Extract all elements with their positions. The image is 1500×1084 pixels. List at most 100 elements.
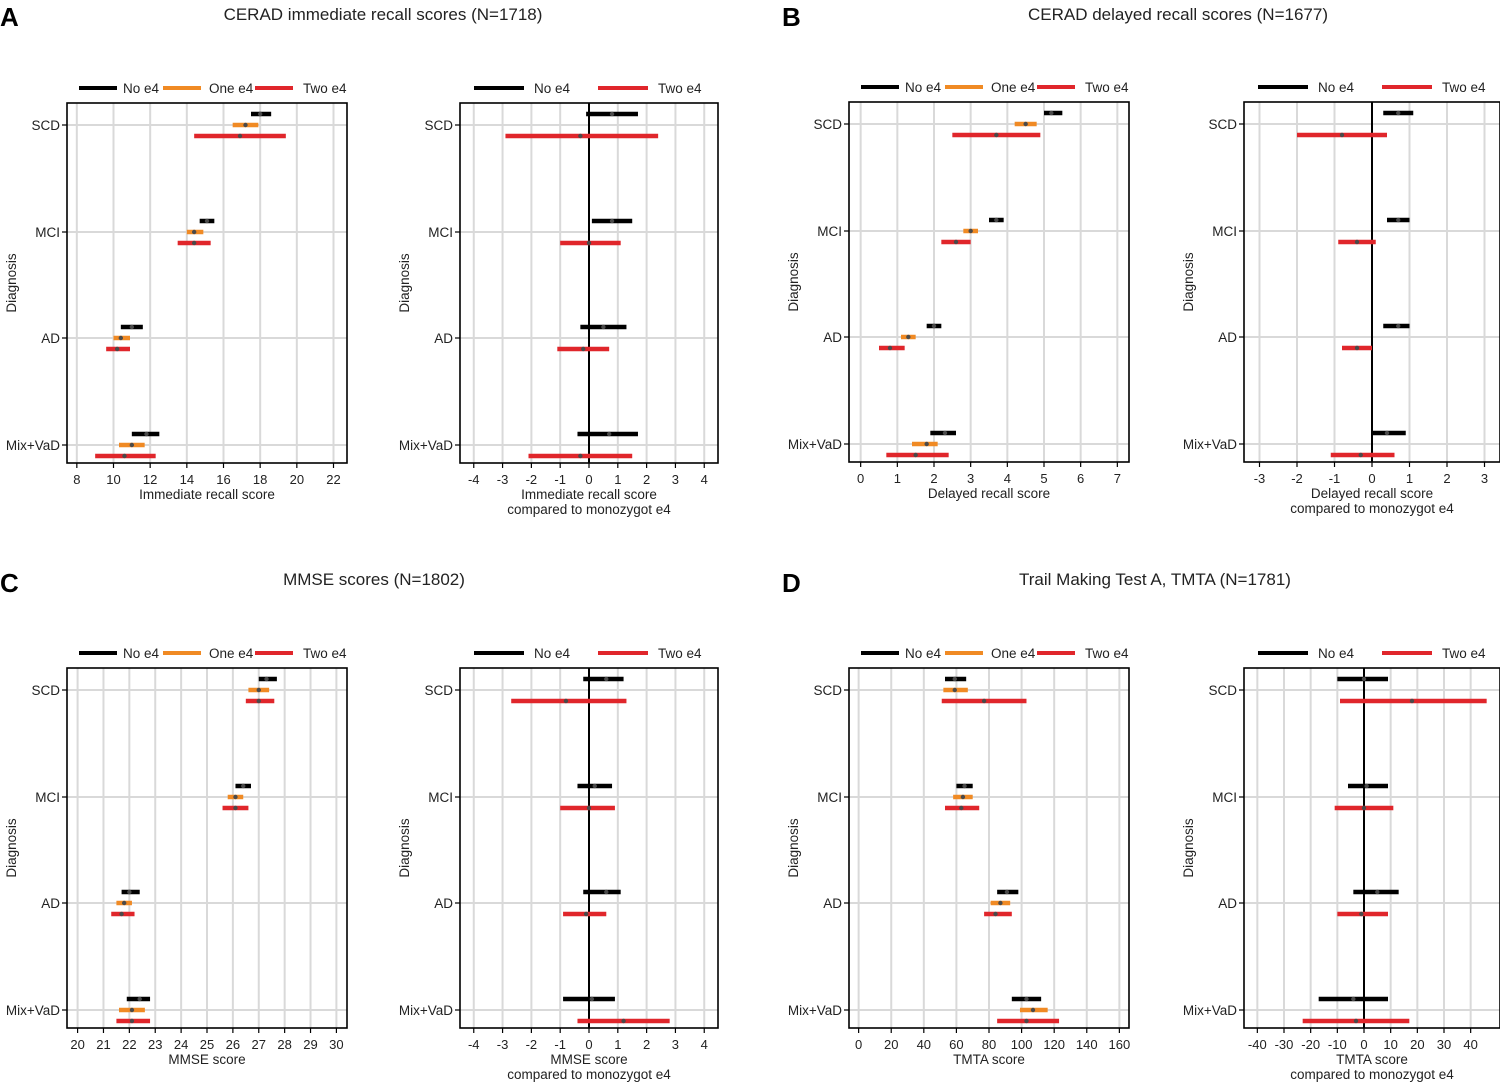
panel-b-letter: B <box>782 2 801 32</box>
chart-b-right-xtick-label-3: 0 <box>1368 471 1375 486</box>
chart-c-left-two-e4-scd-estimate <box>256 698 261 704</box>
chart-c-left-two-e4-mix-vad-estimate <box>129 1018 135 1024</box>
chart-c-right-no-e4-scd-estimate <box>604 676 609 682</box>
chart-a-right-two-e4-mix-vad-estimate <box>578 453 583 459</box>
chart-a-right-xtick-label-1: -3 <box>497 472 509 487</box>
chart-c-right-legend-label-no-e4: No e4 <box>534 646 571 661</box>
chart-b-right-no-e4-mci-estimate <box>1396 217 1401 223</box>
chart-c-left-no-e4-scd-estimate <box>264 676 269 682</box>
chart-d-right-legend-label-no-e4: No e4 <box>1318 646 1355 661</box>
chart-b-right-xtick-label-1: -2 <box>1291 471 1303 486</box>
chart-c-left-one-e4-scd-estimate <box>256 687 261 693</box>
chart-c-right-xtick-label-5: 1 <box>614 1037 621 1052</box>
chart-b-right-xtick-label-5: 2 <box>1443 471 1450 486</box>
chart-a-right-xtick-label-5: 1 <box>614 472 621 487</box>
chart-d-left-two-e4-scd-estimate <box>981 698 987 704</box>
chart-c-right-category-label-1: MCI <box>428 790 453 805</box>
chart-b-right-xtick-label-0: -3 <box>1254 471 1266 486</box>
chart-d-left-no-e4-mci-estimate <box>962 783 967 789</box>
chart-d-right-xtick-label-0: -40 <box>1248 1037 1267 1052</box>
chart-c-right-legend-label-two-e4: Two e4 <box>658 646 702 661</box>
chart-a-right-no-e4-ad-estimate <box>601 324 606 330</box>
chart-a-left-xtick-label-3: 14 <box>180 472 194 487</box>
chart-c-left-xtick-label-2: 22 <box>122 1037 136 1052</box>
chart-a-left-xtick-label-7: 22 <box>326 472 340 487</box>
chart-b-left-xlabel-0: Delayed recall score <box>928 486 1050 501</box>
chart-d-right-category-label-3: Mix+VaD <box>1183 1003 1237 1018</box>
chart-a-left-two-e4-mix-vad-estimate <box>122 453 127 459</box>
chart-d-left-xtick-label-4: 80 <box>982 1037 996 1052</box>
chart-d-right-two-e4-mci-estimate <box>1361 805 1367 811</box>
chart-c-left-no-e4-mix-vad-estimate <box>137 996 142 1002</box>
chart-c-left-one-e4-ad-estimate <box>121 900 127 906</box>
chart-d-right-xtick-label-4: 0 <box>1360 1037 1367 1052</box>
chart-b-left-xtick-label-0: 0 <box>857 471 864 486</box>
chart-c-right-xtick-label-1: -3 <box>497 1037 509 1052</box>
chart-c-right-xtick-label-4: 0 <box>585 1037 592 1052</box>
chart-a-left-frame <box>66 102 348 464</box>
chart-a-left-legend-label-no-e4: No e4 <box>123 81 160 96</box>
chart-b-left-xtick-label-3: 3 <box>967 471 974 486</box>
chart-c-left-xtick-label-8: 28 <box>277 1037 291 1052</box>
chart-d-left: 0 20 40 60 80 100 120 140 160 TMTA score SCD MCI AD M… <box>786 646 1130 1067</box>
chart-a-left-no-e4-mci-estimate <box>204 218 210 224</box>
chart-a-left-one-e4-scd-estimate <box>243 122 248 128</box>
chart-a-left-one-e4-mix-vad-estimate <box>129 442 135 448</box>
chart-c-right-xtick-label-7: 3 <box>672 1037 679 1052</box>
chart-b-left-xtick-label-7: 7 <box>1114 471 1121 486</box>
chart-d-right-category-label-1: MCI <box>1212 790 1237 805</box>
chart-c-left-category-label-0: SCD <box>31 683 60 698</box>
chart-c-right-xtick-label-3: -1 <box>554 1037 566 1052</box>
chart-c-left-category-label-2: AD <box>41 896 60 911</box>
chart-a-left-legend-label-two-e4: Two e4 <box>303 81 347 96</box>
chart-d-left-no-e4-mix-vad-estimate <box>1024 996 1029 1002</box>
panel-d-title: Trail Making Test A, TMTA (N=1781) <box>1019 570 1291 589</box>
panel-b-title: CERAD delayed recall scores (N=1677) <box>1028 5 1328 24</box>
chart-d-right-xtick-label-5: 10 <box>1383 1037 1397 1052</box>
chart-b-left-legend-label-one-e4: One e4 <box>991 80 1036 95</box>
chart-d-left-category-label-2: AD <box>823 896 842 911</box>
chart-a-right-category-label-2: AD <box>434 331 453 346</box>
chart-d-left-category-label-1: MCI <box>817 790 842 805</box>
chart-b-right-legend-label-no-e4: No e4 <box>1318 80 1355 95</box>
chart-c-left-no-e4-mci-estimate <box>241 783 246 789</box>
panel-d-letter: D <box>782 568 801 598</box>
chart-a-left-ylabel: Diagnosis <box>4 253 19 313</box>
chart-c-right-xlabel-0: MMSE score <box>550 1052 627 1067</box>
chart-d-right-xtick-label-2: -20 <box>1301 1037 1320 1052</box>
chart-b-right-no-e4-scd-estimate <box>1396 110 1401 116</box>
chart-d-left-one-e4-ad-estimate <box>998 900 1003 906</box>
chart-d-left-xtick-label-7: 140 <box>1076 1037 1098 1052</box>
chart-c-right-xtick-label-8: 4 <box>701 1037 708 1052</box>
chart-a-left-xtick-label-6: 20 <box>290 472 304 487</box>
chart-d-left-two-e4-ad-estimate <box>993 911 998 917</box>
chart-c-left-legend-label-two-e4: Two e4 <box>303 646 347 661</box>
chart-b-right-two-e4-mix-vad-estimate <box>1358 452 1363 458</box>
chart-a-right-category-label-1: MCI <box>428 225 453 240</box>
chart-a-right-xtick-label-8: 4 <box>701 472 708 487</box>
chart-c-left-two-e4-ad-estimate <box>119 911 124 917</box>
chart-a-right: -4 -3 -2 -1 0 1 2 3 4 Immediate recall scorecompa… <box>397 81 719 517</box>
chart-c-right-xtick-label-2: -2 <box>526 1037 538 1052</box>
chart-d-right-xtick-label-6: 20 <box>1410 1037 1424 1052</box>
chart-c-right-two-e4-scd-estimate <box>563 698 569 704</box>
chart-c-left-xtick-label-1: 21 <box>96 1037 110 1052</box>
chart-c-left-legend-label-no-e4: No e4 <box>123 646 160 661</box>
chart-d-right-category-label-2: AD <box>1218 896 1237 911</box>
chart-d-left-no-e4-ad-estimate <box>1004 889 1010 895</box>
chart-a-left-category-label-1: MCI <box>35 225 60 240</box>
chart-d-right-xtick-label-1: -30 <box>1275 1037 1294 1052</box>
chart-a-right-xtick-label-4: 0 <box>585 472 592 487</box>
chart-d-left-two-e4-mci-estimate <box>959 805 964 811</box>
chart-c-left-xtick-label-4: 24 <box>174 1037 188 1052</box>
chart-c-left-xtick-label-0: 20 <box>70 1037 84 1052</box>
chart-c-left-ylabel: Diagnosis <box>4 818 19 878</box>
chart-b-left-category-label-0: SCD <box>813 117 842 132</box>
chart-d-right-no-e4-mci-estimate <box>1364 783 1369 789</box>
chart-d-left-xtick-label-2: 40 <box>917 1037 931 1052</box>
panel-c-letter: C <box>0 568 19 598</box>
chart-d-right-ylabel: Diagnosis <box>1181 818 1196 878</box>
